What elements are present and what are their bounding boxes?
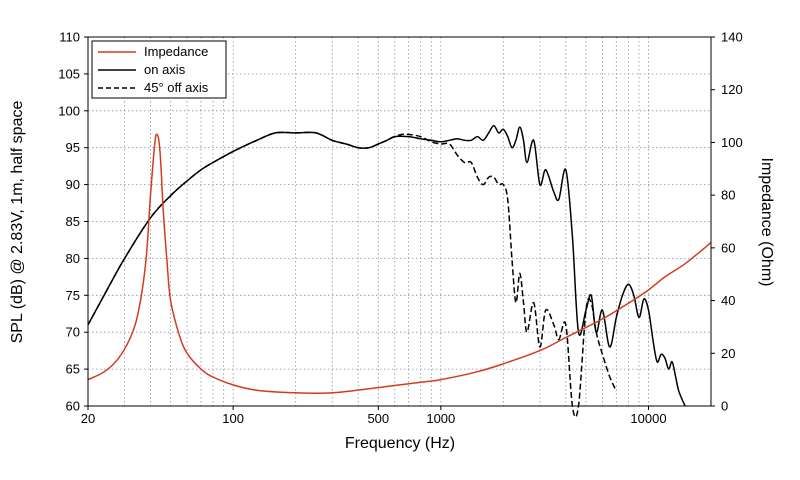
- right-tick-label: 140: [721, 30, 743, 45]
- left-tick-label: 65: [66, 362, 80, 377]
- legend-label-on-axis: on axis: [144, 62, 186, 77]
- right-tick-label: 60: [721, 240, 735, 255]
- left-tick-label: 60: [66, 399, 80, 414]
- grid: [88, 37, 711, 406]
- legend: Impedance on axis 45° off axis: [91, 40, 227, 99]
- left-tick-label: 70: [66, 325, 80, 340]
- left-tick-label: 75: [66, 288, 80, 303]
- right-tick-label: 80: [721, 188, 735, 203]
- x-axis-ticks: 20 100 500 1000 10000: [81, 406, 667, 426]
- right-tick-label: 100: [721, 135, 743, 150]
- right-tick-label: 120: [721, 82, 743, 97]
- right-axis-ticks: 0 20 40 60 80 100 120 140: [711, 30, 743, 414]
- left-tick-label: 90: [66, 177, 80, 192]
- left-axis-ticks: 60 65 70 75 80 85 90 95 100 105 110: [58, 30, 88, 414]
- right-tick-label: 0: [721, 399, 728, 414]
- legend-label-off-axis: 45° off axis: [144, 80, 209, 95]
- right-axis-title: Impedance (Ohm): [758, 158, 775, 287]
- left-tick-label: 105: [58, 66, 80, 81]
- x-tick-label: 500: [367, 411, 389, 426]
- left-tick-label: 85: [66, 214, 80, 229]
- x-tick-label: 20: [81, 411, 95, 426]
- x-tick-label: 100: [222, 411, 244, 426]
- legend-label-impedance: Impedance: [144, 44, 208, 59]
- left-tick-label: 110: [59, 30, 80, 45]
- left-tick-label: 100: [58, 103, 80, 118]
- series-layer: [87, 124, 712, 418]
- series-impedance-line: [87, 133, 712, 395]
- x-tick-label: 1000: [426, 411, 455, 426]
- series-on-axis-line: [87, 124, 686, 407]
- left-tick-label: 95: [66, 140, 80, 155]
- x-axis-title: Frequency (Hz): [345, 435, 455, 452]
- right-tick-label: 20: [721, 346, 735, 361]
- left-axis-title: SPL (dB) @ 2.83V, 1m, half space: [9, 101, 26, 344]
- right-tick-label: 40: [721, 293, 735, 308]
- x-tick-label: 10000: [630, 411, 666, 426]
- left-tick-label: 80: [66, 251, 80, 266]
